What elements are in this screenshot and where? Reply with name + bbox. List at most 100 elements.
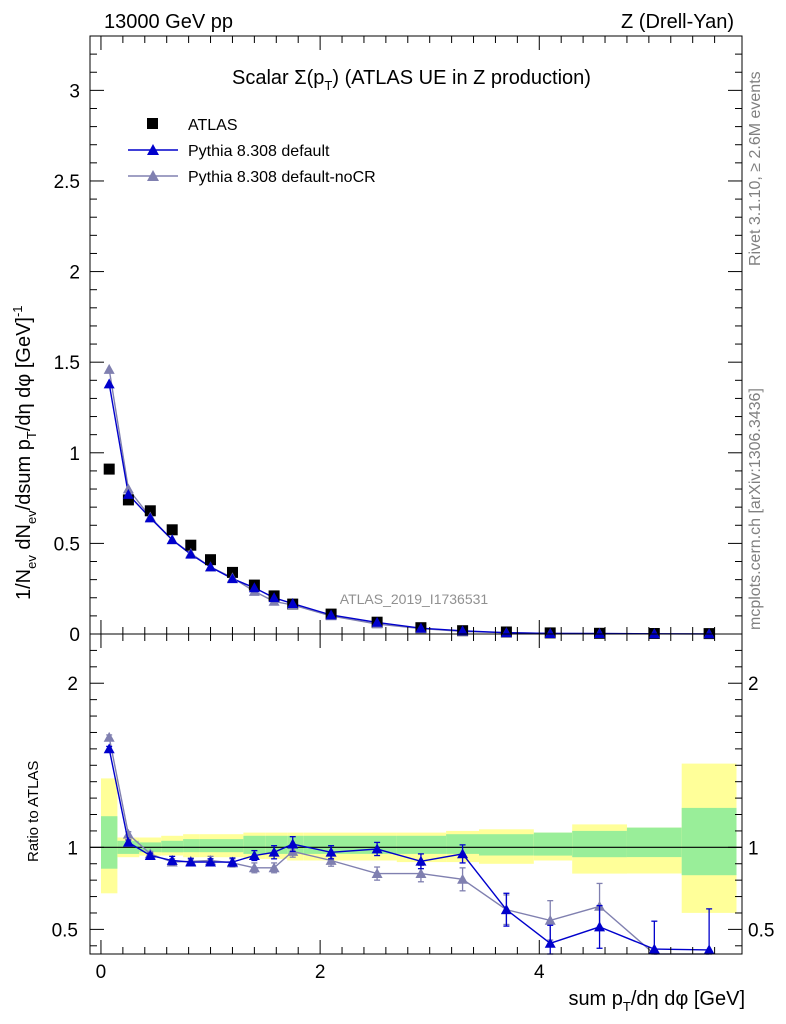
ratio-nocr-point	[268, 862, 280, 873]
main-y-tick-label: 2.5	[54, 172, 80, 193]
ratio-default-point	[371, 843, 383, 854]
uncertainty-band-inner	[161, 840, 184, 853]
ratio-default-point	[703, 944, 715, 955]
ratio-y-axis-title: Ratio to ATLAS	[25, 761, 42, 862]
uncertainty-band-inner	[681, 807, 737, 876]
mcplots-label: mcplots.cern.ch [arXiv:1306.3436]	[747, 388, 764, 630]
uncertainty-band-inner	[199, 839, 222, 853]
default-data-point	[248, 582, 260, 593]
ratio-y-tick-label: 2	[67, 674, 78, 695]
ratio-default-point	[544, 937, 556, 948]
atlas-data-point	[185, 539, 197, 551]
ratio-nocr-point	[457, 873, 469, 884]
ratio-nocr-point	[103, 731, 115, 742]
uncertainty-band-inner	[243, 835, 266, 854]
analysis-id-label: ATLAS_2019_I1736531	[340, 591, 489, 607]
uncertainty-band-inner	[626, 827, 682, 858]
default-data-point	[415, 622, 427, 633]
main-y-tick-label: 0	[69, 625, 80, 646]
legend-nocr-marker	[147, 170, 159, 181]
main-y-tick-label: 2	[69, 263, 80, 284]
default-data-point	[205, 561, 217, 572]
default-data-point	[594, 628, 606, 639]
uncertainty-band-inner	[221, 839, 244, 853]
uncertainty-band-inner	[572, 830, 627, 858]
x-axis-title: sum pT/dη dφ [GeV]	[568, 988, 745, 1014]
ratio-plot-frame	[89, 633, 743, 955]
uncertainty-band-inner	[479, 834, 534, 856]
default-data-point	[144, 512, 156, 523]
default-data-point	[371, 616, 383, 627]
x-tick-label: 2	[315, 962, 326, 983]
atlas-data-point	[205, 554, 216, 566]
nocr-data-point	[103, 363, 115, 374]
ratio-y-tick-label-right: 0.5	[748, 920, 774, 941]
atlas-data-point	[166, 524, 178, 536]
uncertainty-band-inner	[183, 839, 200, 853]
main-panel: 0 0.5 1 1.5 2 2.5 3 Scalar Σ(pT) (ATLAS UE in …	[10, 35, 743, 646]
default-data-point	[287, 598, 299, 608]
default-data-point	[185, 548, 197, 559]
ratio-y-tick-label-right: 1	[748, 838, 759, 859]
default-data-point	[103, 378, 115, 389]
atlas-data-point	[227, 566, 238, 578]
ratio-panel: 0.5 0.5 1 1 2 2 0 2 4 Ratio to ATLAS sum pT/dη d…	[25, 633, 774, 1014]
main-y-tick-label: 0.5	[54, 534, 80, 555]
ratio-y-tick-label: 1	[67, 838, 78, 859]
uncertainty-band-inner	[446, 834, 479, 854]
legend-atlas-marker	[147, 118, 158, 129]
ratio-nocr-point	[415, 868, 427, 878]
ratio-nocr-point	[248, 862, 260, 873]
default-data-point	[166, 534, 178, 545]
legend: ATLAS Pythia 8.308 default Pythia 8.308 …	[128, 117, 376, 186]
uncertainty-band-inner	[101, 816, 118, 869]
x-tick-label: 4	[534, 962, 545, 983]
legend-nocr-label: Pythia 8.308 default-noCR	[188, 169, 376, 186]
default-data-point	[648, 628, 660, 639]
ratio-default-point	[185, 856, 197, 867]
atlas-data-point	[103, 463, 115, 475]
atlas-data-point	[122, 494, 134, 506]
collision-energy-label: 13000 GeV pp	[104, 11, 233, 33]
ratio-nocr-point	[544, 914, 556, 925]
legend-atlas-label: ATLAS	[188, 117, 238, 134]
main-y-axis: 0 0.5 1 1.5 2 2.5 3	[54, 36, 742, 646]
ratio-default-point	[103, 743, 115, 754]
legend-default-label: Pythia 8.308 default	[188, 143, 330, 160]
ratio-default-point	[226, 856, 238, 867]
ratio-nocr-point	[371, 868, 383, 878]
ratio-default-point	[415, 855, 427, 866]
ratio-y-tick-label-right: 2	[748, 674, 759, 695]
ratio-default-point	[166, 854, 178, 865]
main-y-tick-label: 3	[69, 81, 80, 102]
default-data-point	[457, 625, 469, 636]
ratio-nocr-point	[122, 828, 134, 839]
process-label: Z (Drell-Yan)	[621, 11, 734, 33]
ratio-default-point	[248, 850, 260, 860]
legend-default-marker	[147, 144, 159, 155]
rivet-version-label: Rivet 3.1.10, ≥ 2.6M events	[747, 71, 764, 266]
main-y-tick-label: 1	[69, 444, 80, 465]
default-data-point	[122, 488, 134, 499]
x-tick-label: 0	[96, 962, 107, 983]
main-y-axis-title: 1/Nev dNev/dsum pT/dη dφ [GeV]-1	[10, 305, 39, 600]
default-data-point	[325, 609, 337, 620]
ratio-plot-marks	[90, 731, 742, 955]
ratio-y-tick-label: 0.5	[52, 920, 78, 941]
ratio-default-point	[122, 836, 134, 847]
ratio-default-point	[648, 943, 660, 954]
default-data-point	[226, 573, 238, 584]
uncertainty-band-inner	[533, 832, 573, 856]
ratio-default-point	[287, 838, 299, 849]
atlas-data-point	[144, 505, 156, 517]
ratio-default-point	[205, 856, 217, 867]
ratio-default-point	[500, 904, 512, 915]
ratio-default-point	[268, 846, 280, 857]
nocr-data-point	[122, 483, 134, 494]
ratio-axes: 0.5 0.5 1 1 2 2 0 2 4	[52, 634, 774, 983]
ratio-nocr-point	[325, 854, 337, 865]
default-data-point	[268, 592, 280, 603]
default-data-point	[703, 628, 715, 639]
default-data-point	[500, 627, 512, 638]
